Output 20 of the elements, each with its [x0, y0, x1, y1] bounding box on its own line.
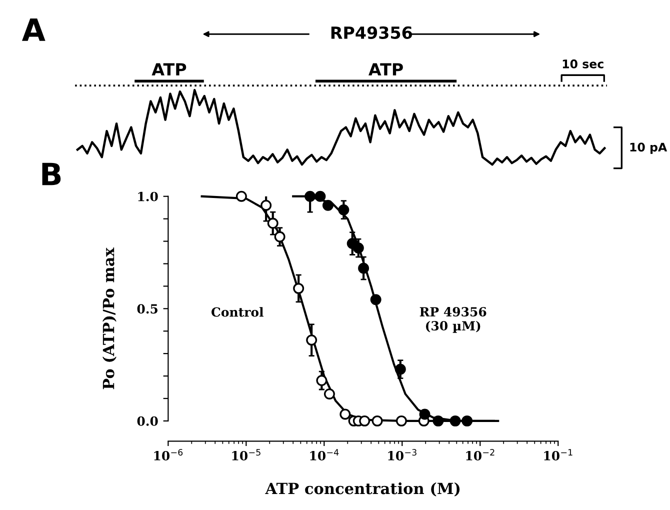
y-tick-label: 1.0: [138, 192, 158, 202]
x-tick-label: 10$^{−5}$: [232, 449, 260, 460]
text: Control: [211, 307, 264, 317]
chart-title: A: [22, 18, 46, 41]
x-tick-label: 10$^{−2}$: [466, 448, 494, 460]
text: 10 sec: [562, 59, 604, 68]
text: 10 pA: [630, 142, 668, 154]
x-tick-label: 10$^{−6}$: [154, 448, 183, 460]
x-tick-label: 10$^{−3}$: [388, 448, 416, 460]
y-axis-title: Po (ATP)/Po max: [102, 248, 116, 390]
chart-title: B: [42, 162, 61, 186]
x-axis-title: ATP concentration (M): [265, 482, 460, 496]
text: ATP: [152, 63, 186, 76]
text: RP49356: [331, 26, 412, 39]
y-tick-label: 0.5: [137, 304, 158, 314]
x-tick-label: 10$^{−4}$: [310, 449, 339, 460]
text: ATP: [368, 63, 403, 76]
text: RP 49356 (30 µM): [420, 307, 486, 333]
y-tick-label: 0.0: [137, 416, 158, 426]
x-tick-label: 10$^{−1}$: [544, 449, 572, 460]
